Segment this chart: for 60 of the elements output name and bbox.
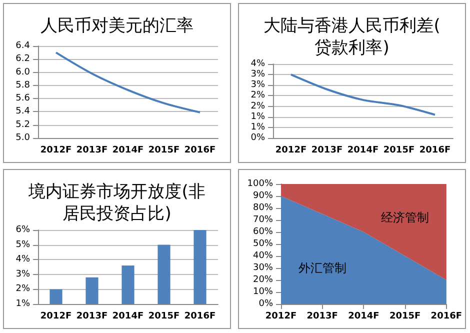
- x-tick-label: 2012F: [40, 312, 72, 322]
- y-tick-label: 6.2: [16, 54, 30, 64]
- y-tick-label: 5.4: [16, 106, 30, 117]
- x-tick-label: 2014F: [112, 312, 144, 322]
- y-tick-label: 0%: [258, 299, 274, 309]
- y-tick-label: 2%: [250, 101, 266, 112]
- y-tick-label: 1%: [250, 122, 266, 132]
- line-series: [290, 74, 436, 116]
- x-tick-label: 2016F: [184, 312, 216, 322]
- y-tick-label: 10%: [252, 287, 274, 297]
- x-tick-label: 2012F: [265, 312, 297, 322]
- chart-title: 大陆与香港人民币利差(贷款利率): [264, 16, 440, 58]
- y-tick-label: 3%: [16, 269, 30, 280]
- y-tick-label: 50%: [252, 239, 274, 249]
- y-tick-label: 70%: [252, 215, 274, 225]
- y-tick-label: 20%: [252, 275, 274, 285]
- x-tick-label: 2012F: [275, 146, 307, 156]
- series-label: 外汇管制: [298, 261, 346, 275]
- y-tick-label: 5.0: [16, 133, 30, 143]
- line-series: [55, 52, 201, 114]
- y-tick-label: 40%: [252, 251, 274, 261]
- chart-title: 境内证券市场开放度(非居民投资占比): [28, 182, 206, 224]
- chart-title: 人民币对美元的汇率: [40, 16, 194, 36]
- series-label: 经济管制: [381, 210, 430, 225]
- y-tick-label: 5.6: [16, 94, 30, 104]
- y-tick-label: 0%: [250, 133, 266, 143]
- y-tick-label: 4%: [16, 254, 30, 265]
- x-tick-label: 2013F: [311, 146, 343, 156]
- x-tick-label: 2015F: [148, 312, 180, 322]
- y-tick-label: 2%: [16, 284, 30, 294]
- x-tick-label: 2016F: [184, 146, 216, 156]
- y-tick-label: 30%: [252, 263, 274, 273]
- x-tick-label: 2013F: [76, 146, 108, 156]
- y-tick-label: 6.4: [16, 41, 30, 51]
- y-tick-label: 4%: [250, 59, 266, 69]
- y-tick-label: 6%: [16, 225, 30, 235]
- y-tick-label: 5%: [16, 240, 30, 250]
- y-tick-label: 6.0: [16, 67, 30, 78]
- x-tick-label: 2015F: [389, 312, 421, 322]
- y-tick-label: 5.8: [16, 80, 30, 90]
- y-tick-label: 3%: [250, 70, 266, 80]
- x-tick-label: 2012F: [40, 146, 72, 156]
- x-tick-label: 2014F: [112, 146, 144, 156]
- x-tick-label: 2016F: [430, 312, 462, 322]
- y-tick-label: 1%: [250, 112, 266, 122]
- x-tick-label: 2016F: [419, 146, 451, 156]
- y-tick-label: 90%: [252, 191, 274, 201]
- y-tick-label: 60%: [252, 227, 274, 237]
- y-tick-label: 2%: [250, 90, 266, 101]
- y-tick-label: 100%: [247, 179, 274, 189]
- y-tick-label: 1%: [16, 299, 30, 309]
- x-tick-label: 2013F: [76, 312, 108, 322]
- x-tick-label: 2015F: [148, 146, 180, 156]
- y-tick-label: 3%: [250, 80, 266, 90]
- y-tick-label: 5.2: [16, 120, 30, 130]
- x-tick-label: 2013F: [306, 312, 338, 322]
- x-tick-label: 2014F: [347, 146, 379, 156]
- x-tick-label: 2014F: [348, 312, 380, 322]
- y-tick-label: 80%: [252, 203, 274, 213]
- x-tick-label: 2015F: [383, 146, 415, 156]
